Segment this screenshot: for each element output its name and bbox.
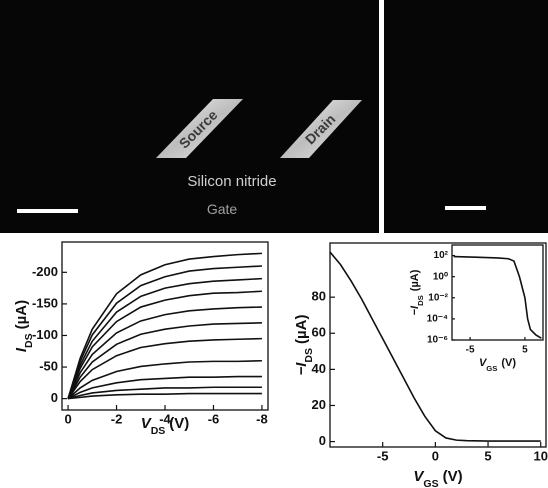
axis-unit: (V) xyxy=(443,468,463,485)
y-tick-label: 0 xyxy=(51,390,58,405)
axis-subscript: GS xyxy=(423,478,438,488)
y-tick-label: 10⁻⁶ xyxy=(427,335,448,346)
axis-label: VGS(V) xyxy=(413,468,462,488)
y-tick-label: 10² xyxy=(434,250,449,261)
axis-label: −IDS(µA) xyxy=(409,269,425,315)
axis-subscript: GS xyxy=(486,364,497,373)
y-tick-label: 10⁻² xyxy=(428,292,448,303)
y-tick-label: -200 xyxy=(32,264,58,279)
x-tick-label: -2 xyxy=(111,411,123,426)
x-tick-label: -8 xyxy=(256,411,268,426)
y-tick-label: 60 xyxy=(312,325,326,340)
y-tick-label: -150 xyxy=(32,295,58,310)
axis-unit: (µA) xyxy=(409,269,421,291)
x-tick-label: 5 xyxy=(484,448,491,463)
data-line xyxy=(68,339,262,399)
axis-unit: (V) xyxy=(169,415,189,432)
scale-bar xyxy=(17,209,78,213)
y-tick-label: -50 xyxy=(39,358,58,373)
y-tick-label: -100 xyxy=(32,327,58,342)
data-line xyxy=(454,257,542,339)
scale-bar xyxy=(445,206,486,210)
x-tick-label: -6 xyxy=(208,411,220,426)
figure: Source Drain Silicon nitride Gate 0-2-4-… xyxy=(0,0,548,488)
axis-unit: (µA) xyxy=(293,314,310,343)
y-tick-label: 80 xyxy=(312,289,326,304)
x-tick-label: 5 xyxy=(522,345,528,356)
y-tick-label: 20 xyxy=(312,397,326,412)
x-tick-label: -5 xyxy=(466,345,475,356)
x-tick-label: 10 xyxy=(533,448,547,463)
axis-label: VGS(V) xyxy=(479,357,516,373)
x-tick-label: 0 xyxy=(64,411,71,426)
y-tick-label: 10⁰ xyxy=(433,271,448,282)
gate-label: Gate xyxy=(207,201,238,217)
x-tick-label: 0 xyxy=(432,448,439,463)
x-tick-label: -5 xyxy=(377,448,389,463)
axis-unit: (V) xyxy=(501,357,516,369)
y-tick-label: 10⁻⁴ xyxy=(427,314,448,325)
micrograph-right xyxy=(384,0,548,233)
substrate-label: Silicon nitride xyxy=(187,173,276,190)
axis-subscript: DS xyxy=(303,348,315,363)
axis-subscript: DS xyxy=(416,295,425,306)
axis-subscript: DS xyxy=(151,425,166,437)
axis-symbol: −I xyxy=(293,362,310,376)
axis-unit: (µA) xyxy=(13,300,30,329)
axis-subscript: DS xyxy=(23,333,35,348)
data-line xyxy=(68,394,262,399)
y-tick-label: 0 xyxy=(319,433,326,448)
